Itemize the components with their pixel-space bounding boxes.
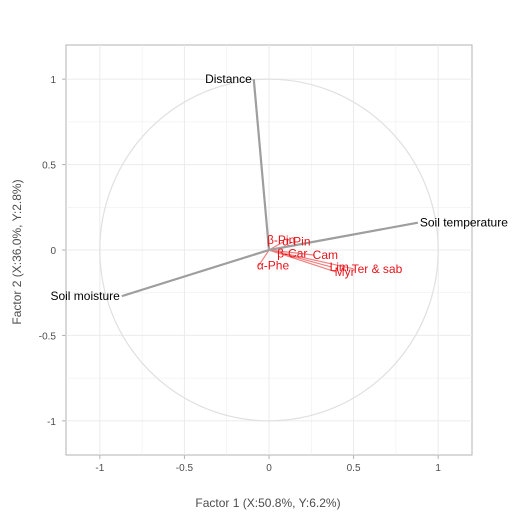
x-axis-title: Factor 1 (X:50.8%, Y:6.2%) (195, 496, 340, 510)
tick-labels: -1 -0.5 0 0.5 1 -1 -0.5 0 0.5 1 (39, 75, 442, 474)
y-axis-title: Factor 2 (X:36.0%, Y:2.8%) (10, 179, 24, 324)
y-tick-label: 0 (50, 246, 56, 257)
label-ter-sab: Ter & sab (352, 262, 403, 276)
x-tick-label: 1 (435, 463, 441, 474)
x-tick-label: -0.5 (176, 463, 194, 474)
y-tick-label: -1 (47, 417, 56, 428)
unit-circle (99, 78, 439, 422)
label-pin: β-Pin (267, 233, 295, 247)
label-pin: α-Pin (282, 234, 310, 248)
label-distance: Distance (205, 72, 252, 86)
y-tick-label: 1 (50, 75, 56, 86)
x-tick-label: -1 (95, 463, 104, 474)
label-phe: α-Phe (257, 258, 290, 272)
vectors (121, 79, 419, 298)
label-soil-moisture: Soil moisture (50, 289, 120, 303)
y-tick-label: 0.5 (42, 161, 56, 172)
vector-soil-moisture (121, 248, 270, 298)
y-tick-label: -0.5 (39, 331, 57, 342)
label-soil-temperature: Soil temperature (420, 216, 508, 230)
vector-soil-temperature (268, 221, 419, 252)
vector-phe (258, 249, 270, 266)
vector-ter-sab (268, 249, 354, 270)
vector-labels: Distance Soil temperature Soil moisture β-P… (50, 72, 508, 303)
label-car: β-Car (277, 246, 307, 260)
correlation-circle (99, 78, 439, 422)
label-lim: Lim (330, 260, 349, 274)
x-tick-label: 0 (266, 463, 272, 474)
label-cam: Cam (313, 248, 338, 262)
label-myr: Myr (335, 265, 355, 279)
vector-cam (268, 249, 315, 256)
vector-distance (252, 79, 271, 251)
x-tick-label: 0.5 (347, 463, 361, 474)
vector-myr (268, 249, 337, 273)
